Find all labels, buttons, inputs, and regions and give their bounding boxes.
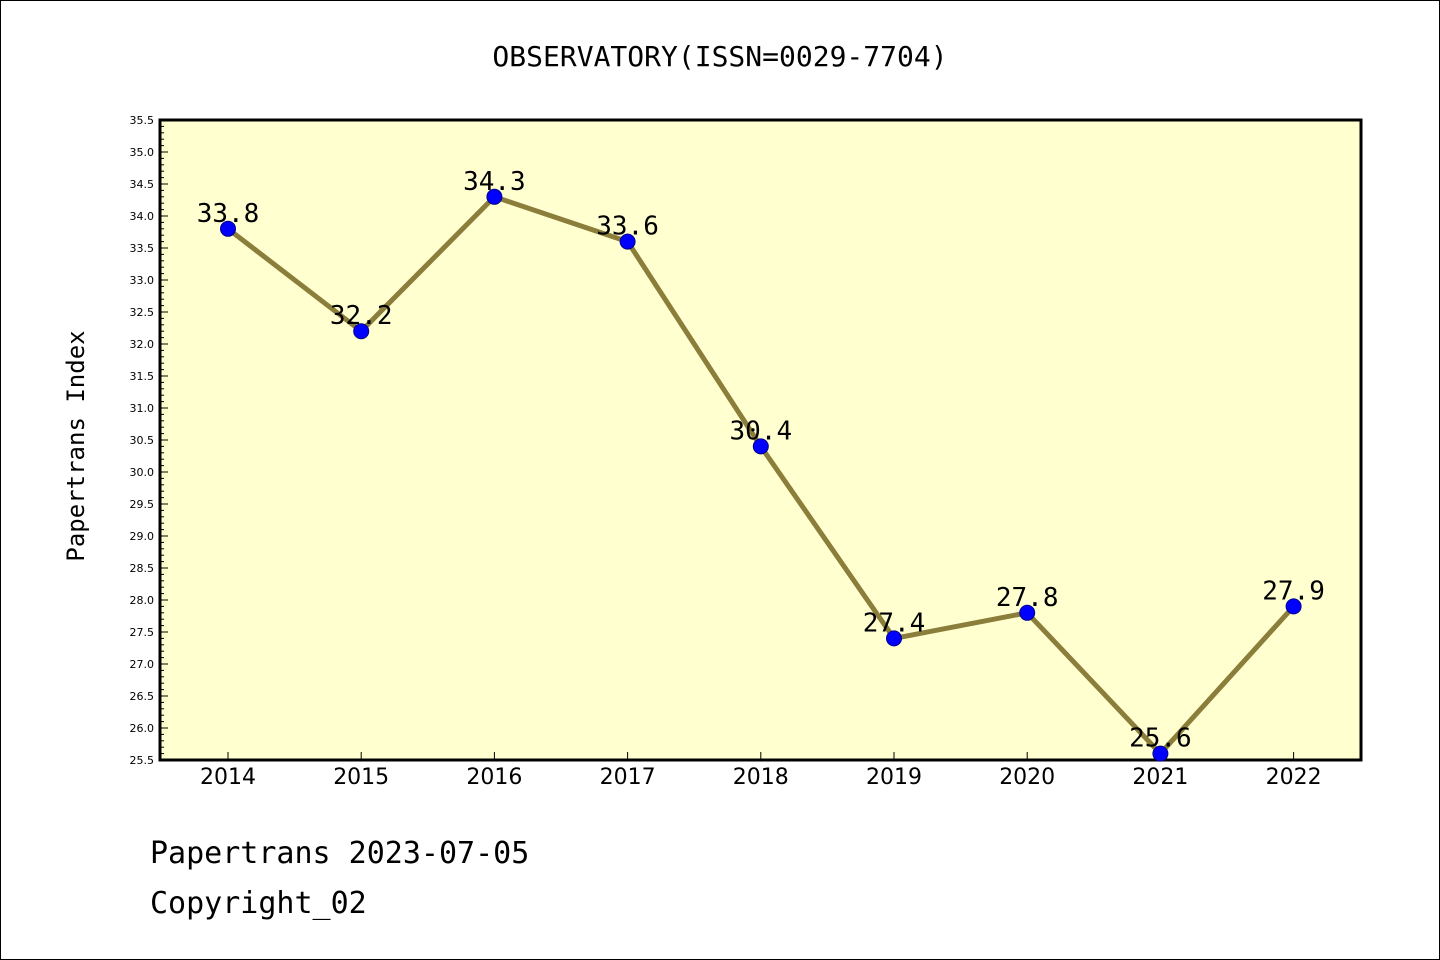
data-point bbox=[1019, 604, 1036, 621]
data-point bbox=[220, 220, 236, 237]
data-label: 33.8 bbox=[197, 199, 260, 229]
chart-title: OBSERVATORY(ISSN=0029-7704) bbox=[492, 40, 947, 73]
y-tick-label: 26.5 bbox=[130, 690, 155, 703]
y-axis: 25.5 26.0 26.5 27.0 27.5 28.0 28.5 29.0 29.5 30.0… bbox=[130, 114, 168, 767]
y-tick-label: 30.0 bbox=[130, 466, 155, 479]
data-point bbox=[353, 323, 370, 340]
data-label: 25.6 bbox=[1129, 724, 1192, 754]
y-tick-label: 33.5 bbox=[130, 242, 155, 255]
y-tick-label: 27.0 bbox=[130, 658, 155, 671]
x-tick-label: 2019 bbox=[866, 765, 922, 790]
y-tick-label: 35.5 bbox=[130, 114, 155, 127]
y-tick-label: 32.0 bbox=[130, 338, 155, 351]
x-tick-label: 2018 bbox=[733, 765, 789, 790]
y-tick-label: 30.5 bbox=[130, 434, 155, 447]
data-point bbox=[619, 233, 636, 250]
y-tick-label: 35.0 bbox=[130, 146, 155, 159]
y-tick-label: 34.0 bbox=[130, 210, 155, 223]
y-tick-label: 31.0 bbox=[130, 402, 155, 415]
y-axis-label: Papertrans Index bbox=[62, 330, 90, 561]
data-label: 34.3 bbox=[463, 167, 526, 197]
data-label: 33.6 bbox=[596, 212, 659, 242]
x-axis: 2014 2015 2016 2017 2018 2019 2020 2021 2022 bbox=[200, 752, 1322, 790]
data-point bbox=[886, 630, 902, 647]
footer-copyright: Copyright_02 bbox=[150, 886, 367, 921]
data-label: 27.8 bbox=[996, 583, 1059, 613]
series-line-group: 33.8 32.2 34.3 33.6 30.4 27.4 27.8 25.6 27.9 bbox=[197, 167, 1325, 762]
data-label: 32.2 bbox=[330, 301, 393, 331]
footer-date: Papertrans 2023-07-05 bbox=[150, 836, 530, 871]
data-point bbox=[1152, 745, 1169, 762]
y-tick-label: 26.0 bbox=[130, 722, 155, 735]
data-label: 27.9 bbox=[1262, 576, 1325, 606]
data-point bbox=[486, 188, 503, 205]
x-tick-label: 2016 bbox=[466, 765, 522, 790]
y-tick-label: 25.5 bbox=[130, 754, 155, 767]
x-tick-label: 2014 bbox=[200, 765, 256, 790]
data-point bbox=[1285, 598, 1302, 615]
x-tick-label: 2021 bbox=[1132, 765, 1188, 790]
data-point bbox=[752, 438, 769, 455]
x-tick-label: 2020 bbox=[999, 765, 1055, 790]
y-tick-label: 32.5 bbox=[130, 306, 155, 319]
data-label: 27.4 bbox=[863, 608, 926, 638]
y-tick-label: 33.0 bbox=[130, 274, 155, 287]
y-tick-label: 28.0 bbox=[130, 594, 155, 607]
x-tick-label: 2015 bbox=[333, 765, 389, 790]
y-tick-label: 27.5 bbox=[130, 626, 155, 639]
data-label: 30.4 bbox=[729, 416, 792, 446]
y-tick-label: 29.0 bbox=[130, 530, 155, 543]
x-tick-label: 2017 bbox=[600, 765, 656, 790]
y-tick-label: 34.5 bbox=[130, 178, 155, 191]
y-tick-label: 29.5 bbox=[130, 498, 155, 511]
y-tick-label: 28.5 bbox=[130, 562, 155, 575]
x-tick-label: 2022 bbox=[1266, 765, 1322, 790]
y-tick-label: 31.5 bbox=[130, 370, 155, 383]
